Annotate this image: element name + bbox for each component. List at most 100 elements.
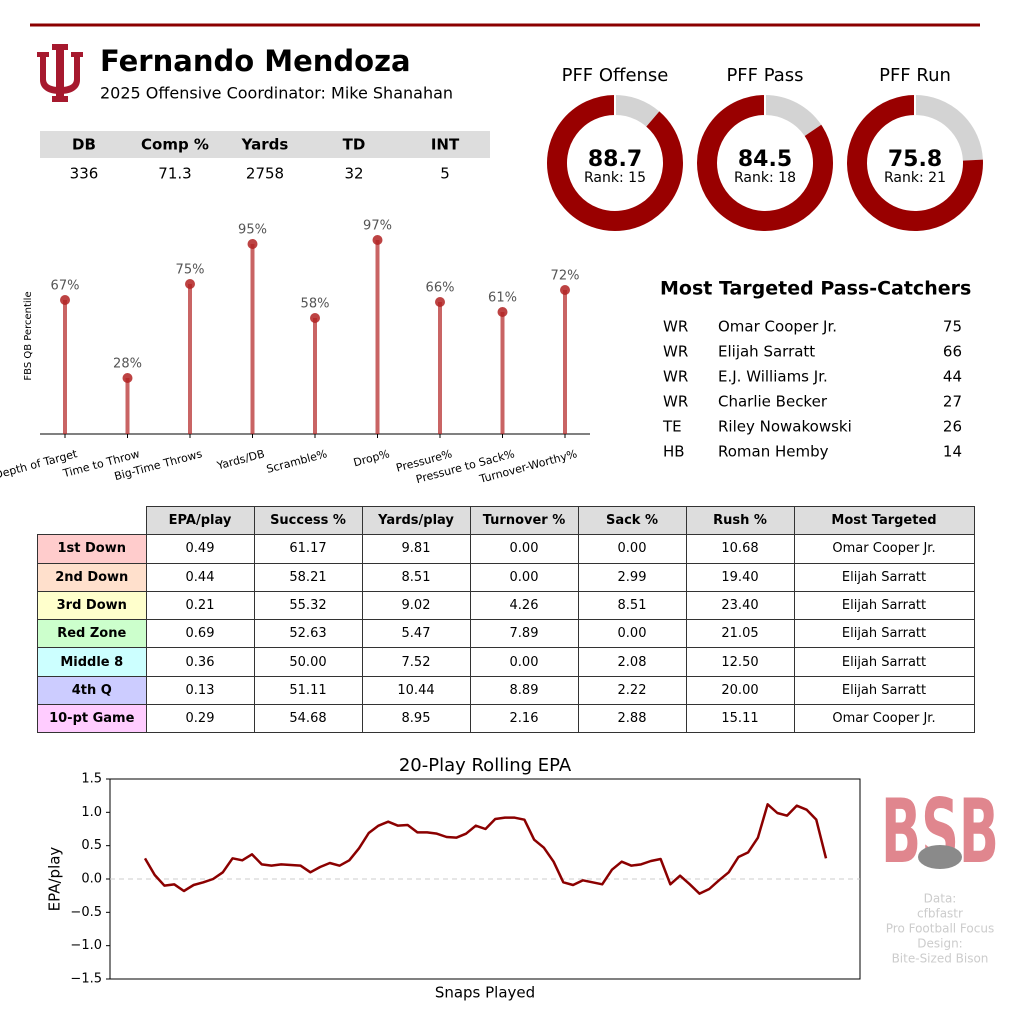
donut-score: 75.8 [888,147,942,172]
column-header: Most Targeted [793,505,975,536]
cell: 2.16 [469,704,579,734]
target-count: 14 [943,443,962,461]
target-name: E.J. Williams Jr. [718,368,828,386]
target-name: Elijah Sarratt [718,343,815,361]
stat-header: Comp % [141,136,209,154]
dot [122,373,133,383]
value-label: 97% [363,219,392,234]
row: 3rd Down 0.21 55.32 9.02 4.26 8.51 23.40 Elijah… [37,590,975,621]
stat-header-bg [40,131,490,158]
donut-title: PFF Pass [726,65,803,86]
value-label: 61% [488,291,517,306]
cell: Elijah Sarratt [793,590,975,621]
cell: 0.00 [469,562,579,592]
stat-value: 71.3 [158,165,191,183]
cell: 12.50 [685,647,795,677]
target-position: WR [663,393,688,411]
cell: 8.89 [469,675,579,706]
cell: 0.00 [577,534,687,564]
donut-value [697,95,833,231]
row-label: 2nd Down [37,562,147,592]
cell: 19.40 [685,562,795,592]
cell: 8.95 [361,704,471,734]
dot [185,279,195,289]
cell: 0.00 [469,647,579,677]
cell: 2.88 [577,704,687,734]
cell: 20.00 [685,675,795,706]
cell: 4.26 [469,590,579,621]
donut-value [547,95,683,231]
cell: 55.32 [253,590,363,621]
cell: 8.51 [361,562,471,592]
value-label: 75% [176,263,205,278]
cell: 9.81 [361,534,471,564]
cell: 5.47 [361,619,471,649]
donut-rank: Rank: 15 [584,170,646,186]
target-count: 75 [943,318,962,336]
cell: 0.49 [145,534,255,564]
y-tick-label: 0.5 [81,838,102,853]
dot [60,295,70,305]
cell: 10.68 [685,534,795,564]
chart-title: 20-Play Rolling EPA [399,755,572,776]
cell: 58.21 [253,562,363,592]
column-header: Rush % [685,505,795,536]
target-name: Charlie Becker [718,393,828,411]
credit: Design: [917,937,962,951]
row-label: 10-pt Game [37,704,147,734]
cell: Omar Cooper Jr. [793,534,975,564]
cell: 50.00 [253,647,363,677]
cell: 2.08 [577,647,687,677]
target-name: Omar Cooper Jr. [718,318,837,336]
value-label: 67% [51,279,80,294]
column-header: Success % [253,505,363,536]
cell: 0.29 [145,704,255,734]
corner [38,507,147,535]
y-tick-label: −1.5 [70,972,102,987]
donut-rest [614,95,660,127]
row: 2nd Down 0.44 58.21 8.51 0.00 2.99 19.40 Elijah… [37,562,975,592]
credit: cfbfastr [917,907,963,921]
target-position: HB [663,443,685,461]
donut-title: PFF Offense [562,65,669,86]
column-header: Sack % [577,505,687,536]
column-header: EPA/play [145,505,255,536]
cell: 10.44 [361,675,471,706]
dot [560,285,570,295]
row-label: Middle 8 [37,647,147,677]
y-tick-label: 1.0 [81,805,102,820]
y-tick-label: −1.0 [70,938,102,953]
cell: Omar Cooper Jr. [793,704,975,734]
cell: Elijah Sarratt [793,675,975,706]
row: 10-pt Game 0.29 54.68 8.95 2.16 2.88 15.11 Omar… [37,704,975,734]
cell: 23.40 [685,590,795,621]
target-position: TE [662,418,682,436]
dot [310,313,320,323]
cell: 8.51 [577,590,687,621]
cell: 52.63 [253,619,363,649]
situational-table: EPA/play Success % Yards/play Turnover % Sac… [37,505,975,734]
cell: 51.11 [253,675,363,706]
column-header: Turnover % [469,505,579,536]
column-header: Yards/play [361,505,471,536]
stat-value: 2758 [246,165,284,183]
cell: 2.22 [577,675,687,706]
row-label: 3rd Down [37,590,147,621]
targets-title: Most Targeted Pass-Catchers [660,278,971,300]
donut-rest [914,95,983,162]
target-name: Roman Hemby [718,443,829,461]
cell: Elijah Sarratt [793,619,975,649]
x-tick-label: Scramble% [265,447,329,476]
cell: 2.99 [577,562,687,592]
value-label: 58% [301,297,330,312]
stat-value: 32 [344,165,363,183]
value-label: 66% [426,281,455,296]
row: 4th Q 0.13 51.11 10.44 8.89 2.22 20.00 Elijah S… [37,675,975,706]
credit: Bite-Sized Bison [892,952,989,966]
dot [497,307,508,317]
stat-header: INT [431,136,460,154]
stat-value: 5 [440,165,450,183]
cell: 7.52 [361,647,471,677]
cell: 0.13 [145,675,255,706]
